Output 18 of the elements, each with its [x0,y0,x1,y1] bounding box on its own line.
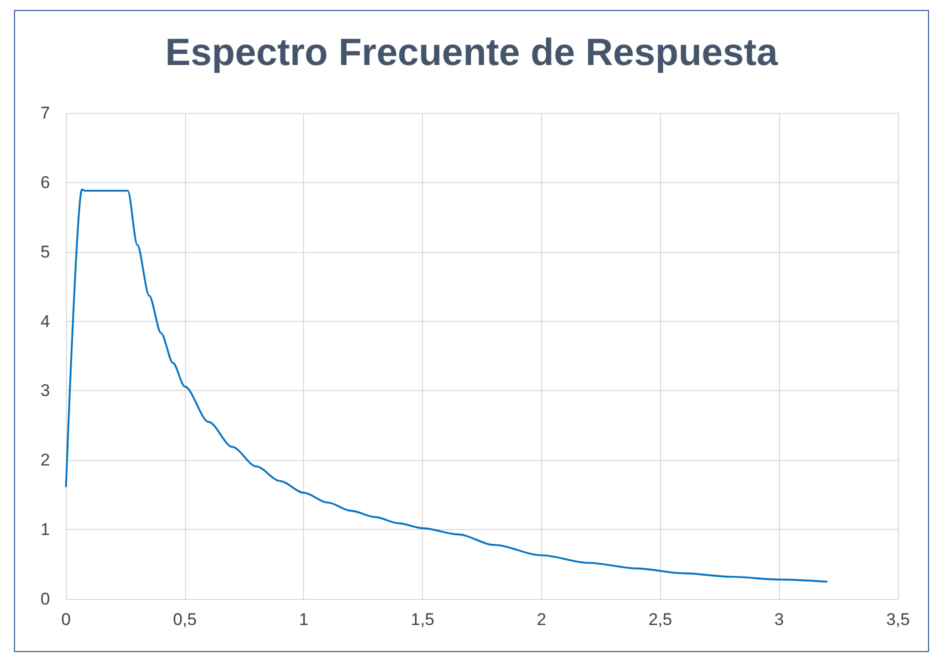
chart-title: Espectro Frecuente de Respuesta [165,32,779,74]
x-tick-label: 2,5 [648,610,672,629]
x-tick-label: 0 [61,610,71,629]
y-tick-label: 5 [40,242,50,262]
y-tick-label: 3 [40,381,50,400]
y-tick-label: 7 [40,104,50,122]
y-tick-label: 6 [40,172,50,192]
y-tick-label: 4 [40,312,50,331]
x-tick-label: 3 [774,610,784,629]
x-tick-label: 0,5 [173,610,197,629]
x-tick-label: 2 [536,610,546,629]
x-tick-label: 1 [298,610,308,629]
y-tick-label: 1 [40,520,50,540]
x-tick-label: 1,5 [410,610,434,629]
y-tick-label: 0 [40,590,50,608]
x-tick-label: 3,5 [886,610,910,629]
line-series [65,188,828,583]
y-tick-label: 2 [40,450,50,470]
